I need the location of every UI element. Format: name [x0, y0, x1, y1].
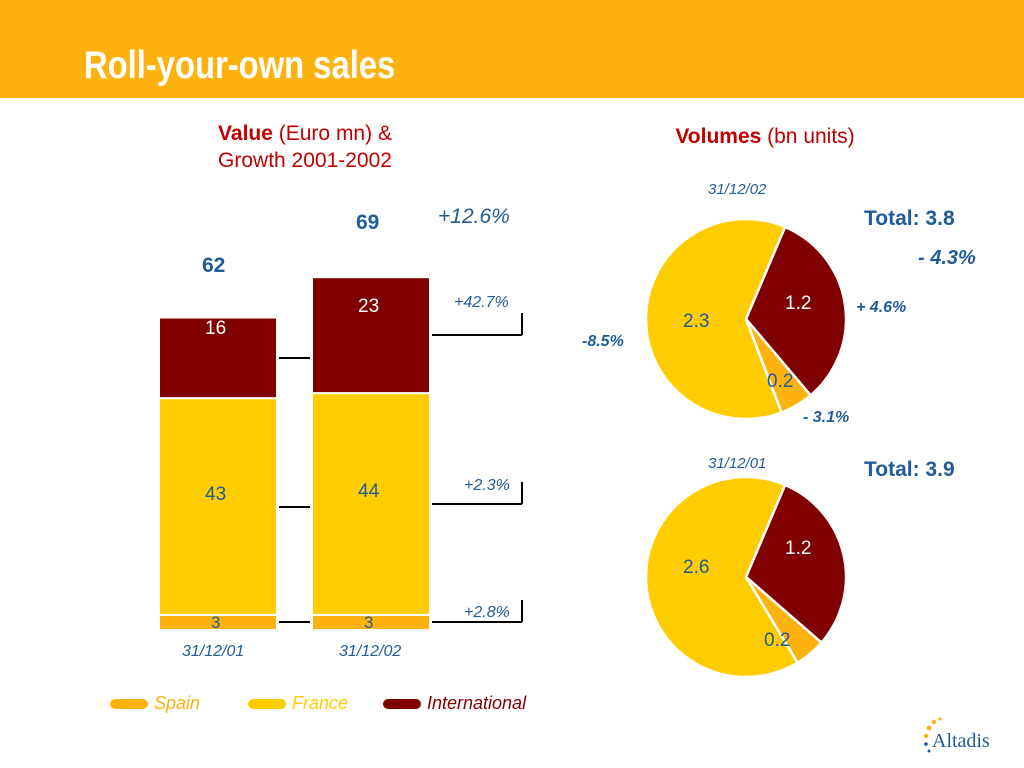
- value-title-line2: Growth 2001-2002: [218, 149, 392, 172]
- growth-spain-label: +2.8%: [464, 604, 510, 621]
- pie-2002-total: Total: 3.8: [864, 207, 955, 230]
- page-title: Roll-your-own sales: [84, 44, 396, 87]
- legend-swatch-france: [248, 699, 286, 709]
- pie-2001-label-spain: 0.2: [764, 630, 791, 651]
- volume-title-bold: Volumes: [675, 125, 762, 148]
- bar-france-0: [158, 397, 278, 616]
- pie-2002-total-change: - 4.3%: [918, 247, 976, 269]
- legend-label-international: International: [427, 693, 527, 713]
- total-growth-label: +12.6%: [438, 205, 510, 228]
- growth-france-label: +2.3%: [464, 477, 510, 494]
- pie-2001-label-france: 2.6: [683, 557, 710, 578]
- bar-total-label-2001: 62: [202, 254, 226, 277]
- bar-label-france-2002: 44: [358, 481, 380, 502]
- pie-2001-slice-france: [644, 475, 800, 679]
- pie-2002-change-international: + 4.6%: [856, 299, 907, 316]
- pie-2002-label-france: 2.3: [683, 311, 710, 332]
- bar-label-international-2001: 16: [205, 318, 227, 339]
- logo-text: Altadis: [932, 730, 990, 752]
- legend-swatch-spain: [110, 699, 148, 709]
- bar-label-spain-2002: 3: [364, 613, 374, 632]
- bar-international-1: [311, 276, 431, 395]
- value-chart-title: Value (Euro mn) & Growth 2001-2002: [170, 120, 440, 174]
- pie-2002-change-spain: - 3.1%: [803, 409, 850, 426]
- pie-2002-slice-france: [644, 217, 787, 421]
- value-title-bold: Value: [218, 122, 273, 145]
- pie-2001-total: Total: 3.9: [864, 458, 955, 481]
- pie-2002-slice-international: [744, 225, 848, 398]
- growth-international-label: +42.7%: [454, 294, 509, 311]
- pie-2002-change-france: -8.5%: [582, 333, 624, 350]
- bar-category-2001: 31/12/01: [182, 643, 245, 660]
- header-band: [0, 0, 1024, 98]
- volume-chart-title: Volumes (bn units): [620, 123, 910, 150]
- legend-label-spain: Spain: [154, 693, 201, 713]
- pie-2001-date: 31/12/01: [708, 455, 767, 472]
- volume-title-rest: (bn units): [761, 125, 855, 148]
- pie-2002-label-spain: 0.2: [767, 371, 794, 392]
- altadis-logo: Altadis: [920, 716, 1010, 760]
- pie-2002-date: 31/12/02: [708, 181, 767, 198]
- bar-france-1: [311, 392, 431, 616]
- bar-international-0: [158, 316, 278, 400]
- pie-2001-label-international: 1.2: [785, 538, 812, 559]
- bar-category-2002: 31/12/02: [339, 643, 402, 660]
- legend-swatch-international: [383, 699, 421, 709]
- logo-dots-icon: [923, 717, 942, 753]
- pie-2001-slice-international: [744, 483, 848, 645]
- bar-label-france-2001: 43: [205, 484, 227, 505]
- pie-2002-label-international: 1.2: [785, 293, 812, 314]
- bar-label-international-2002: 23: [358, 296, 380, 317]
- bar-label-spain-2001: 3: [211, 613, 221, 632]
- bar-total-label-2002: 69: [356, 211, 380, 234]
- value-title-rest: (Euro mn) &: [272, 122, 392, 145]
- legend-label-france: France: [292, 693, 349, 713]
